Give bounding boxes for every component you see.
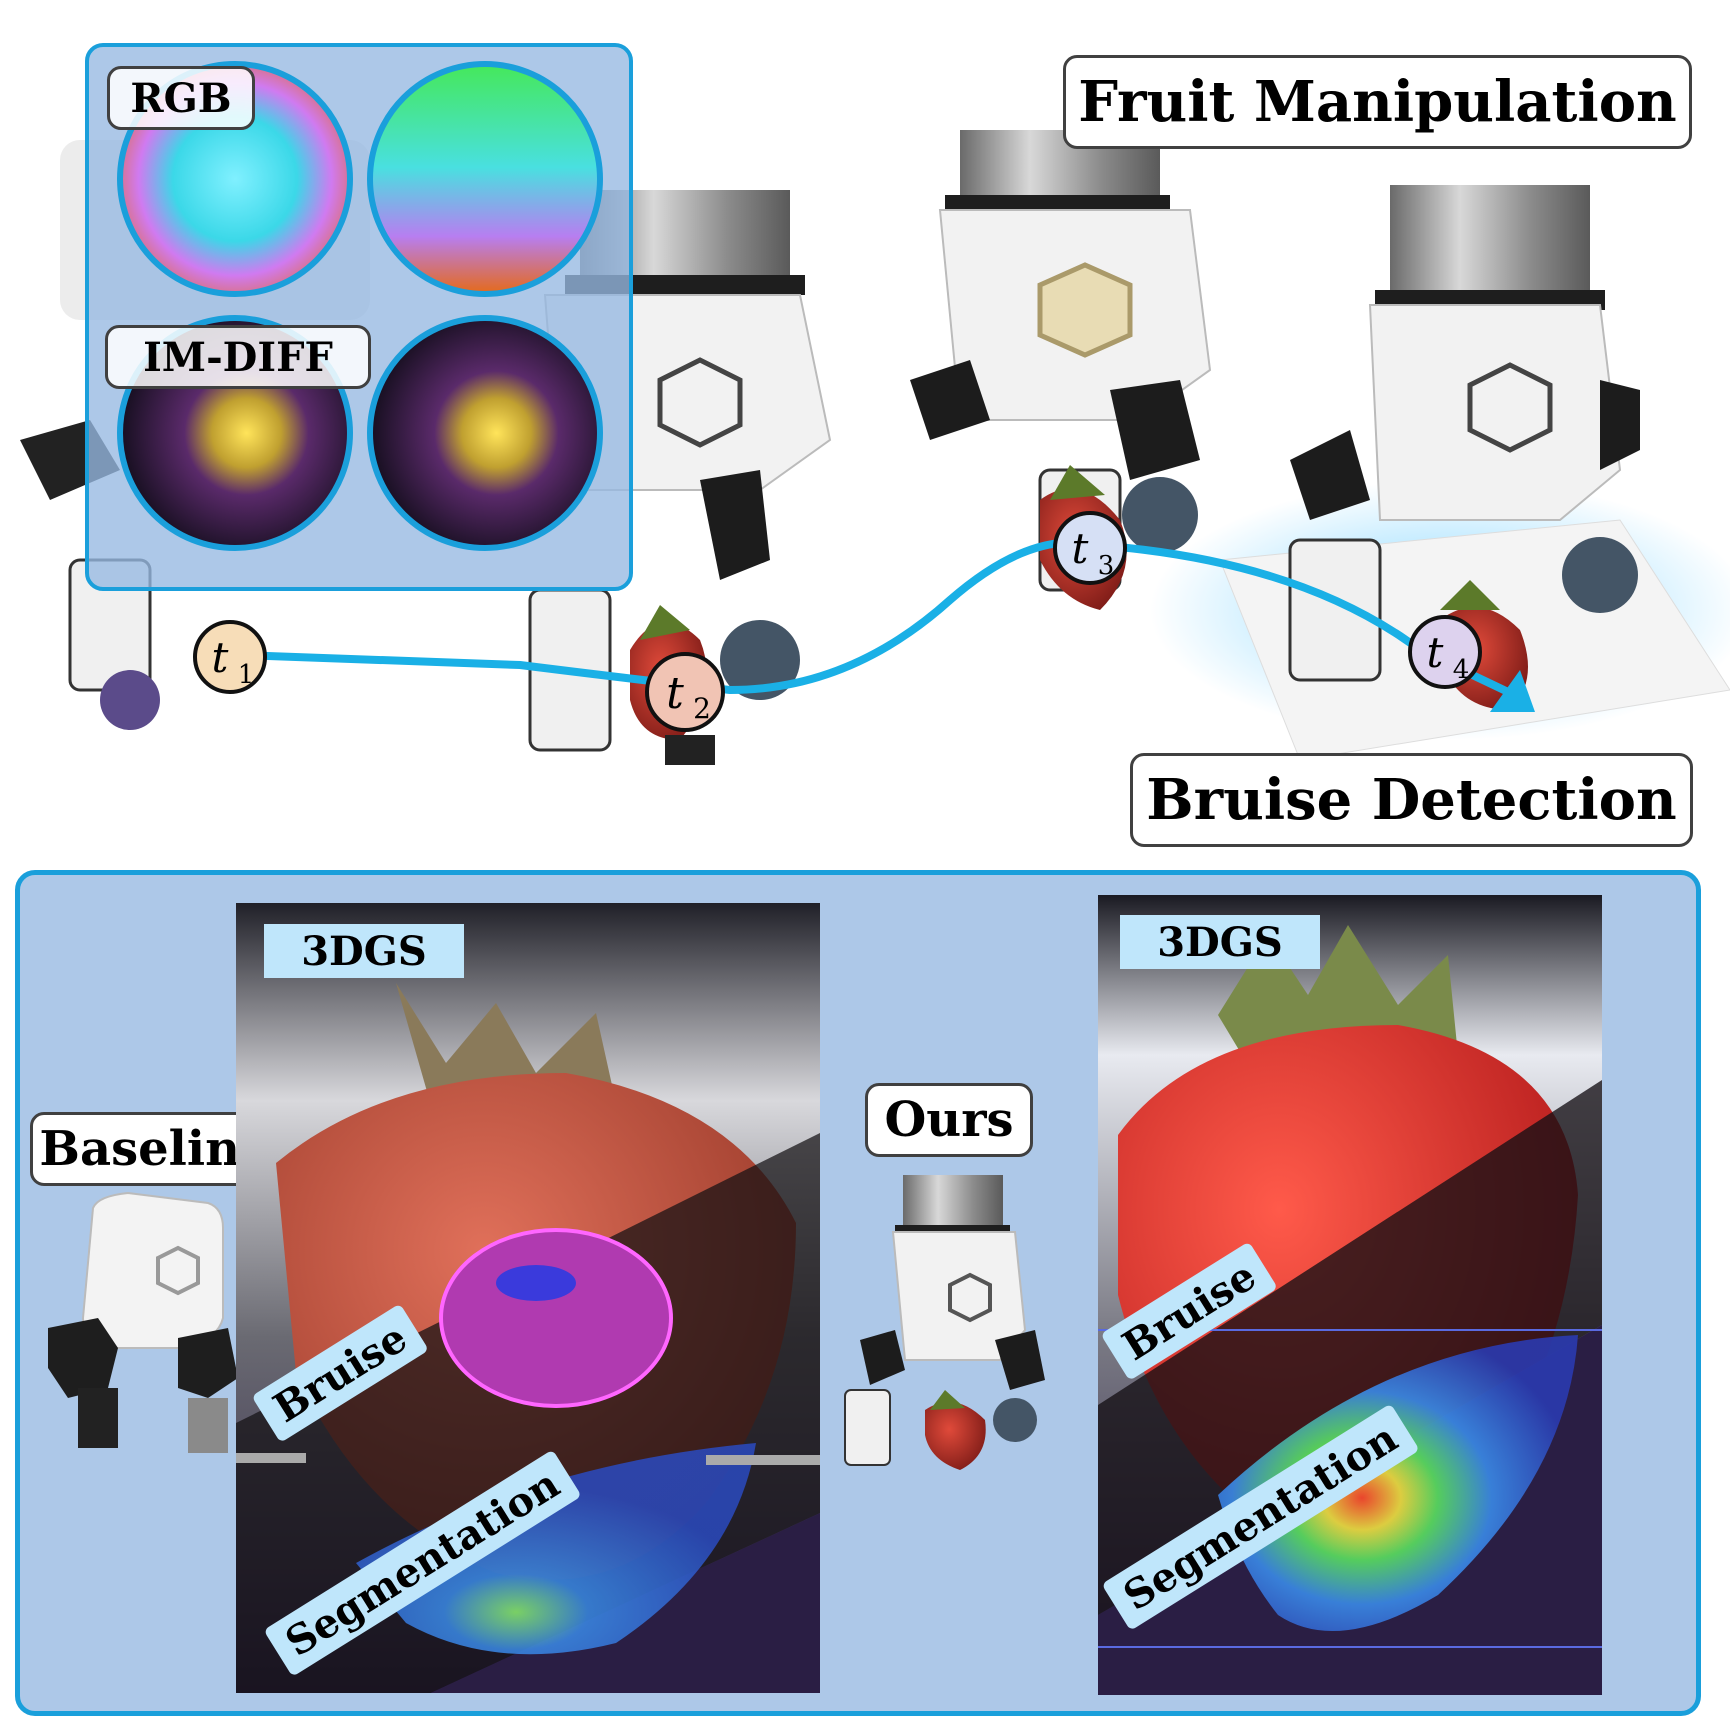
svg-text:t: t xyxy=(666,668,684,719)
baseline-3dgs-tag: 3DGS xyxy=(264,924,464,978)
svg-text:t: t xyxy=(1427,628,1444,677)
imdiff-image-right xyxy=(367,315,603,551)
svg-text:1: 1 xyxy=(238,660,255,690)
svg-text:3: 3 xyxy=(1098,551,1115,581)
imdiff-label: IM-DIFF xyxy=(105,325,371,389)
bruise-detection-title: Bruise Detection xyxy=(1130,753,1693,847)
timestep-t2: t 2 xyxy=(645,652,725,732)
trajectory-arrowhead xyxy=(1490,670,1535,712)
timestep-t3: t 3 xyxy=(1053,511,1127,585)
svg-text:t: t xyxy=(1072,524,1089,573)
ours-result-image xyxy=(1098,895,1602,1695)
timestep-t4: t 4 xyxy=(1408,615,1482,689)
ours-3dgs-tag: 3DGS xyxy=(1120,915,1320,969)
ours-gripper xyxy=(844,1175,1045,1470)
ours-label: Ours xyxy=(865,1083,1033,1157)
rgb-image-right xyxy=(367,61,603,297)
robot-arm-4 xyxy=(1288,185,1640,682)
svg-text:2: 2 xyxy=(693,692,711,725)
bruise-region xyxy=(439,1228,673,1408)
rgb-label: RGB xyxy=(107,66,255,130)
svg-text:4: 4 xyxy=(1453,655,1470,685)
baseline-gripper xyxy=(48,1191,238,1453)
baseline-result-image xyxy=(236,903,820,1693)
fruit-manipulation-title: Fruit Manipulation xyxy=(1063,55,1692,149)
timestep-t1: t 1 xyxy=(193,620,267,694)
svg-text:t: t xyxy=(212,633,229,682)
